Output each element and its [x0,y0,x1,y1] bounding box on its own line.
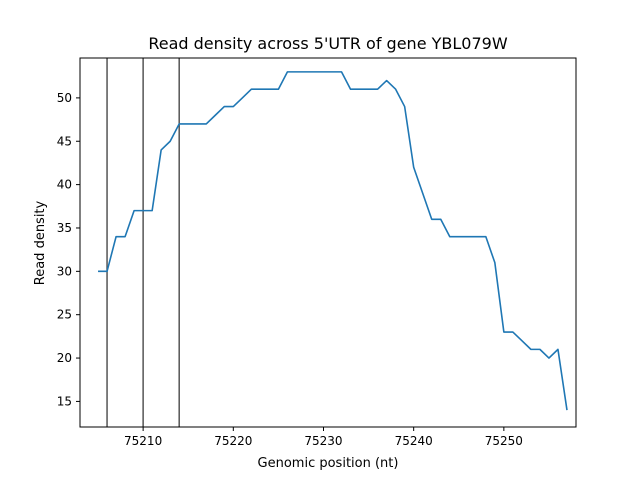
x-axis-label: Genomic position (nt) [258,456,399,471]
y-axis-label: Read density [33,200,48,285]
x-tick-label-4: 75250 [485,434,523,448]
y-axis-ticks: 15 20 25 30 35 40 45 50 [57,91,80,408]
series-layer [98,71,568,411]
vertical-markers [106,58,180,427]
plot-frame [79,57,577,428]
x-axis-ticks: 75210 75220 75230 75240 75250 [124,427,523,448]
y-tick-label-4: 35 [57,221,72,235]
series-line-0 [98,71,568,411]
y-tick-label-0: 15 [57,394,72,408]
y-tick-label-3: 30 [57,264,72,278]
y-tick-label-1: 20 [57,351,72,365]
chart-title: Read density across 5'UTR of gene YBL079… [148,34,507,53]
y-tick-label-2: 25 [57,308,72,322]
x-tick-label-3: 75240 [395,434,433,448]
x-tick-label-1: 75220 [214,434,252,448]
x-tick-label-0: 75210 [124,434,162,448]
y-tick-label-6: 45 [57,134,72,148]
y-tick-label-5: 40 [57,178,72,192]
y-tick-label-7: 50 [57,91,72,105]
x-tick-label-2: 75230 [304,434,342,448]
